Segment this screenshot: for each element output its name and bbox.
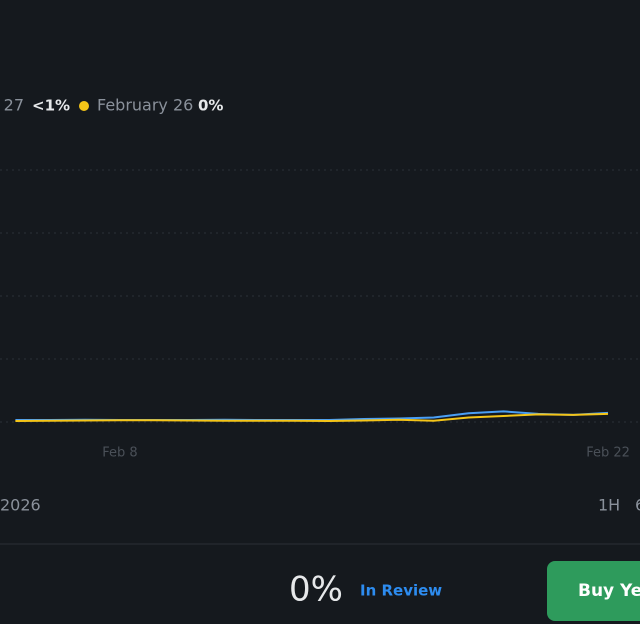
x-tick-label: Feb 22	[586, 446, 630, 461]
buy-button-label[interactable]: Buy Yes	[578, 581, 640, 601]
range-label: 2026	[0, 496, 41, 515]
legend-value: <1%	[32, 97, 70, 115]
legend-name: February 26	[97, 96, 193, 115]
legend-dot	[79, 101, 89, 111]
legend-value: 0%	[198, 97, 223, 115]
legend-name: February 27	[0, 96, 24, 115]
series-line	[15, 412, 609, 423]
x-tick-label: Feb 8	[102, 446, 137, 461]
time-button[interactable]: 6	[635, 496, 640, 515]
status: In Review	[360, 582, 442, 600]
time-button[interactable]: 1H	[598, 496, 620, 515]
price: 0%	[289, 570, 343, 610]
buy-button[interactable]	[547, 561, 640, 621]
